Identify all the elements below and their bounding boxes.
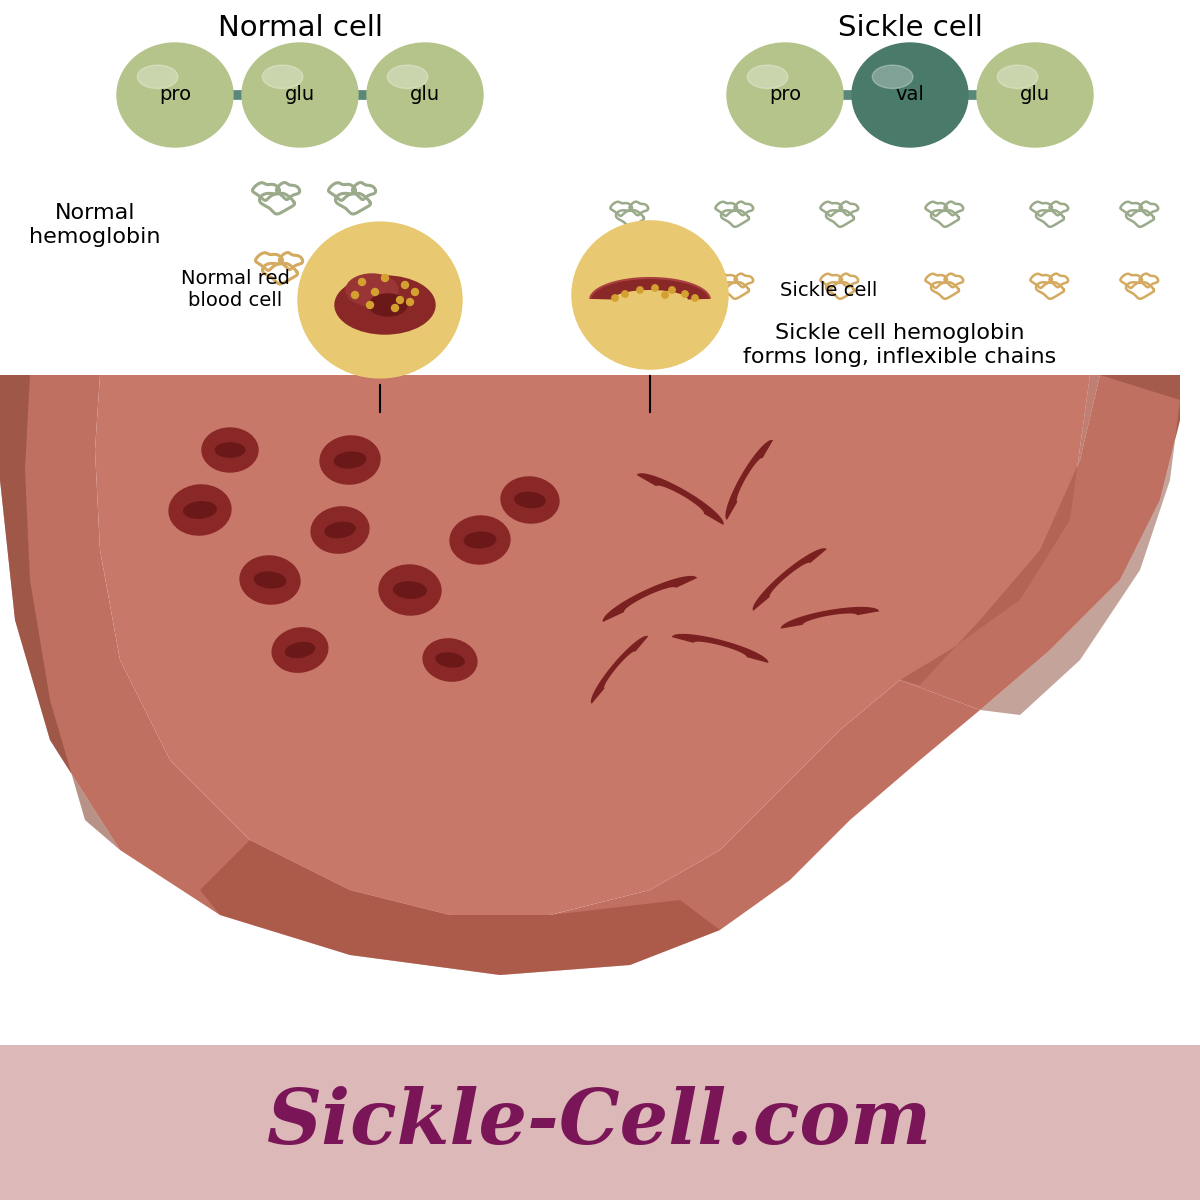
Ellipse shape bbox=[450, 516, 510, 564]
Ellipse shape bbox=[367, 43, 482, 146]
Polygon shape bbox=[726, 440, 773, 520]
Ellipse shape bbox=[370, 294, 407, 316]
Polygon shape bbox=[0, 374, 120, 850]
Ellipse shape bbox=[977, 43, 1093, 146]
Ellipse shape bbox=[436, 653, 464, 667]
Text: Normal cell: Normal cell bbox=[217, 14, 383, 42]
Polygon shape bbox=[590, 278, 710, 300]
Text: pro: pro bbox=[158, 85, 191, 104]
Ellipse shape bbox=[424, 638, 476, 682]
Ellipse shape bbox=[202, 428, 258, 472]
Circle shape bbox=[412, 288, 419, 295]
Circle shape bbox=[402, 282, 408, 288]
Text: pro: pro bbox=[769, 85, 802, 104]
Ellipse shape bbox=[515, 492, 545, 508]
Ellipse shape bbox=[272, 628, 328, 672]
Circle shape bbox=[407, 299, 414, 306]
Polygon shape bbox=[637, 473, 724, 526]
Circle shape bbox=[352, 292, 359, 299]
Polygon shape bbox=[200, 840, 720, 974]
Ellipse shape bbox=[394, 582, 426, 598]
Polygon shape bbox=[672, 634, 768, 662]
Ellipse shape bbox=[335, 452, 366, 468]
Circle shape bbox=[391, 305, 398, 312]
Text: Normal
hemoglobin: Normal hemoglobin bbox=[29, 203, 161, 247]
Ellipse shape bbox=[325, 522, 355, 538]
Ellipse shape bbox=[240, 556, 300, 604]
Text: val: val bbox=[895, 85, 924, 104]
Ellipse shape bbox=[379, 565, 440, 616]
Ellipse shape bbox=[286, 642, 314, 658]
Ellipse shape bbox=[335, 276, 434, 334]
Circle shape bbox=[372, 288, 378, 295]
Polygon shape bbox=[0, 374, 980, 974]
Polygon shape bbox=[602, 576, 697, 622]
Text: glu: glu bbox=[284, 85, 316, 104]
Text: Sickle cell: Sickle cell bbox=[838, 14, 983, 42]
Ellipse shape bbox=[254, 572, 286, 588]
Circle shape bbox=[396, 296, 403, 304]
Polygon shape bbox=[781, 607, 880, 629]
Ellipse shape bbox=[263, 65, 302, 89]
Circle shape bbox=[652, 284, 659, 292]
Text: Sickle cell hemoglobin
forms long, inflexible chains: Sickle cell hemoglobin forms long, infle… bbox=[743, 323, 1057, 366]
Ellipse shape bbox=[388, 65, 428, 89]
Circle shape bbox=[662, 292, 668, 298]
Circle shape bbox=[366, 301, 373, 308]
Ellipse shape bbox=[852, 43, 968, 146]
Circle shape bbox=[622, 290, 629, 298]
Ellipse shape bbox=[727, 43, 842, 146]
Circle shape bbox=[668, 287, 676, 293]
Ellipse shape bbox=[118, 43, 233, 146]
Ellipse shape bbox=[215, 443, 245, 457]
Ellipse shape bbox=[997, 65, 1038, 89]
Polygon shape bbox=[0, 1045, 1200, 1200]
Polygon shape bbox=[590, 636, 648, 703]
Polygon shape bbox=[980, 374, 1180, 715]
Circle shape bbox=[682, 290, 689, 298]
Circle shape bbox=[691, 295, 698, 301]
Ellipse shape bbox=[311, 506, 368, 553]
Ellipse shape bbox=[137, 65, 178, 89]
Ellipse shape bbox=[346, 274, 398, 306]
Text: Normal red
blood cell: Normal red blood cell bbox=[180, 270, 289, 311]
Ellipse shape bbox=[184, 502, 216, 518]
Ellipse shape bbox=[242, 43, 358, 146]
Ellipse shape bbox=[298, 222, 462, 378]
Text: glu: glu bbox=[1020, 85, 1050, 104]
Ellipse shape bbox=[464, 532, 496, 548]
Polygon shape bbox=[900, 374, 1100, 685]
Ellipse shape bbox=[169, 485, 230, 535]
Circle shape bbox=[359, 278, 366, 286]
Polygon shape bbox=[95, 374, 1090, 914]
Text: Sickle-Cell.com: Sickle-Cell.com bbox=[268, 1086, 932, 1160]
Circle shape bbox=[382, 275, 389, 282]
Circle shape bbox=[637, 287, 643, 293]
Ellipse shape bbox=[320, 436, 380, 484]
Ellipse shape bbox=[748, 65, 788, 89]
Circle shape bbox=[612, 295, 618, 301]
Ellipse shape bbox=[502, 476, 559, 523]
Ellipse shape bbox=[872, 65, 913, 89]
Polygon shape bbox=[900, 374, 1180, 710]
Text: Sickle cell: Sickle cell bbox=[780, 281, 877, 300]
Ellipse shape bbox=[572, 221, 728, 370]
Text: glu: glu bbox=[410, 85, 440, 104]
Polygon shape bbox=[752, 548, 827, 611]
